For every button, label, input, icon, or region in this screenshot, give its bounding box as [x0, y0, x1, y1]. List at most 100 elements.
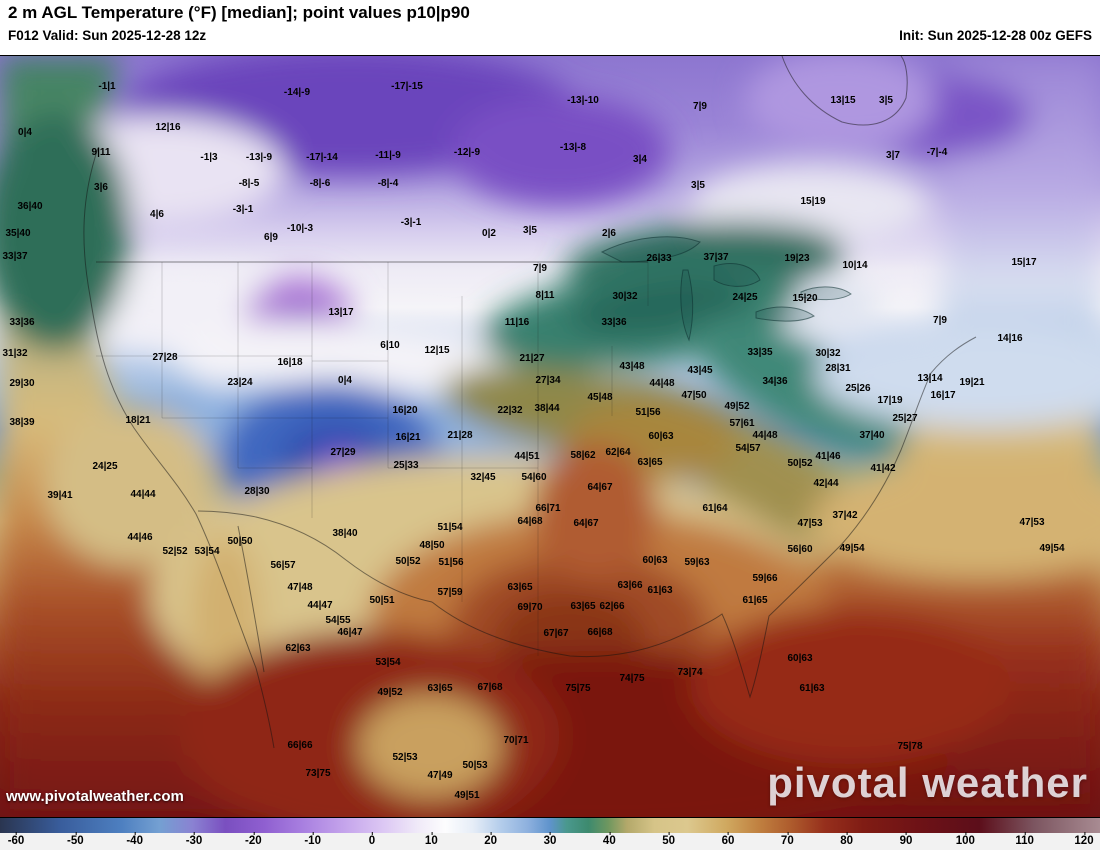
colorbar-tick-label: 30	[543, 832, 557, 847]
point-value: 52|52	[162, 546, 188, 557]
point-value: 73|74	[677, 667, 703, 678]
point-value: 7|9	[533, 263, 547, 274]
point-value: 49|51	[454, 790, 480, 801]
point-value: 47|50	[681, 390, 707, 401]
point-value: 13|17	[328, 307, 354, 318]
point-value: 32|45	[470, 472, 496, 483]
point-value: 36|40	[17, 201, 43, 212]
colorbar-tick-label: -30	[185, 832, 203, 847]
point-value: 38|44	[534, 403, 560, 414]
temperature-field-svg	[0, 56, 1100, 819]
point-value: 25|26	[845, 383, 871, 394]
point-value: 63|65	[427, 683, 453, 694]
point-value: 61|65	[742, 595, 768, 606]
point-value: 49|52	[377, 687, 403, 698]
point-value: 66|66	[287, 740, 313, 751]
point-value: 0|2	[482, 228, 496, 239]
point-value: -8|-5	[238, 178, 260, 189]
point-value: 44|48	[752, 430, 778, 441]
point-value: 33|35	[747, 347, 773, 358]
point-value: 37|40	[859, 430, 885, 441]
point-value: 17|19	[877, 395, 903, 406]
point-value: -13|-10	[567, 95, 599, 106]
point-value: -13|-9	[245, 152, 273, 163]
colorbar-tick-label: 0	[368, 832, 376, 847]
point-value: 30|32	[612, 291, 638, 302]
point-value: 21|27	[519, 353, 545, 364]
point-value: 6|10	[380, 340, 400, 351]
point-value: -13|-8	[559, 142, 587, 153]
point-value: -1|1	[98, 81, 116, 92]
point-values-layer: -1|1 -14|-9 -17|-15 -13|-10 7|9 13|15 3|5 0|4 12…	[0, 56, 1100, 819]
point-value: 50|52	[787, 458, 813, 469]
point-value: 42|44	[813, 478, 839, 489]
point-value: 7|9	[693, 101, 707, 112]
point-value: 60|63	[787, 653, 813, 664]
point-value: 37|42	[832, 510, 858, 521]
point-value: 34|36	[762, 376, 788, 387]
point-value: 67|67	[543, 628, 569, 639]
point-value: 3|5	[523, 225, 537, 236]
point-value: 49|54	[839, 543, 865, 554]
point-value: -17|-15	[391, 81, 423, 92]
point-value: 63|65	[570, 601, 596, 612]
point-value: 56|57	[270, 560, 296, 571]
point-value: 54|57	[735, 443, 761, 454]
point-value: 73|75	[305, 768, 331, 779]
colorbar-tick-label: 90	[899, 832, 913, 847]
point-value: 18|21	[125, 415, 151, 426]
point-value: 28|31	[825, 363, 851, 374]
point-value: 14|16	[997, 333, 1023, 344]
point-value: 27|28	[152, 352, 178, 363]
point-value: 52|53	[392, 752, 418, 763]
point-value: -14|-9	[283, 87, 311, 98]
point-value: 54|60	[521, 472, 547, 483]
point-value: 51|56	[635, 407, 661, 418]
colorbar-tick-label: 120	[1074, 832, 1094, 847]
point-value: -1|3	[200, 152, 218, 163]
point-value: 64|67	[587, 482, 613, 493]
map-canvas[interactable]: -1|1 -14|-9 -17|-15 -13|-10 7|9 13|15 3|5 0|4 12…	[0, 55, 1100, 819]
point-value: 24|25	[732, 292, 758, 303]
point-value: -10|-3	[286, 223, 314, 234]
point-value: 63|65	[637, 457, 663, 468]
point-value: 8|11	[535, 290, 555, 301]
colorbar-tick-label: 80	[840, 832, 854, 847]
point-value: 69|70	[517, 602, 543, 613]
point-value: 61|64	[702, 503, 728, 514]
point-value: 51|56	[438, 557, 464, 568]
point-value: 60|63	[648, 431, 674, 442]
point-value: 12|16	[155, 122, 181, 133]
point-value: 2|6	[602, 228, 616, 239]
point-value: 75|78	[897, 741, 923, 752]
point-value: 58|62	[570, 450, 596, 461]
point-value: 44|44	[130, 489, 156, 500]
point-value: 33|36	[9, 317, 35, 328]
point-value: 47|48	[287, 582, 313, 593]
point-value: 75|75	[565, 683, 591, 694]
point-value: 56|60	[787, 544, 813, 555]
point-value: 62|63	[285, 643, 311, 654]
forecast-valid-label: F012 Valid: Sun 2025-12-28 12z	[8, 28, 207, 43]
colorbar-tick-label: 10	[424, 832, 438, 847]
point-value: 0|4	[338, 375, 352, 386]
point-value: 57|59	[437, 587, 463, 598]
point-value: 41|42	[870, 463, 896, 474]
point-value: 35|40	[5, 228, 31, 239]
point-value: 49|52	[724, 401, 750, 412]
point-value: 44|51	[514, 451, 540, 462]
point-value: 28|30	[244, 486, 270, 497]
point-value: 16|17	[930, 390, 956, 401]
point-value: 11|16	[504, 317, 530, 328]
point-value: -12|-9	[453, 147, 481, 158]
point-value: 41|46	[815, 451, 841, 462]
point-value: 27|29	[330, 447, 356, 458]
colorbar-tick-label: -50	[67, 832, 84, 847]
point-value: 46|47	[337, 627, 363, 638]
point-value: 16|21	[395, 432, 421, 443]
point-value: 47|49	[427, 770, 453, 781]
point-value: -7|-4	[926, 147, 948, 158]
colorbar-tick-label: 60	[721, 832, 735, 847]
point-value: 43|48	[619, 361, 645, 372]
